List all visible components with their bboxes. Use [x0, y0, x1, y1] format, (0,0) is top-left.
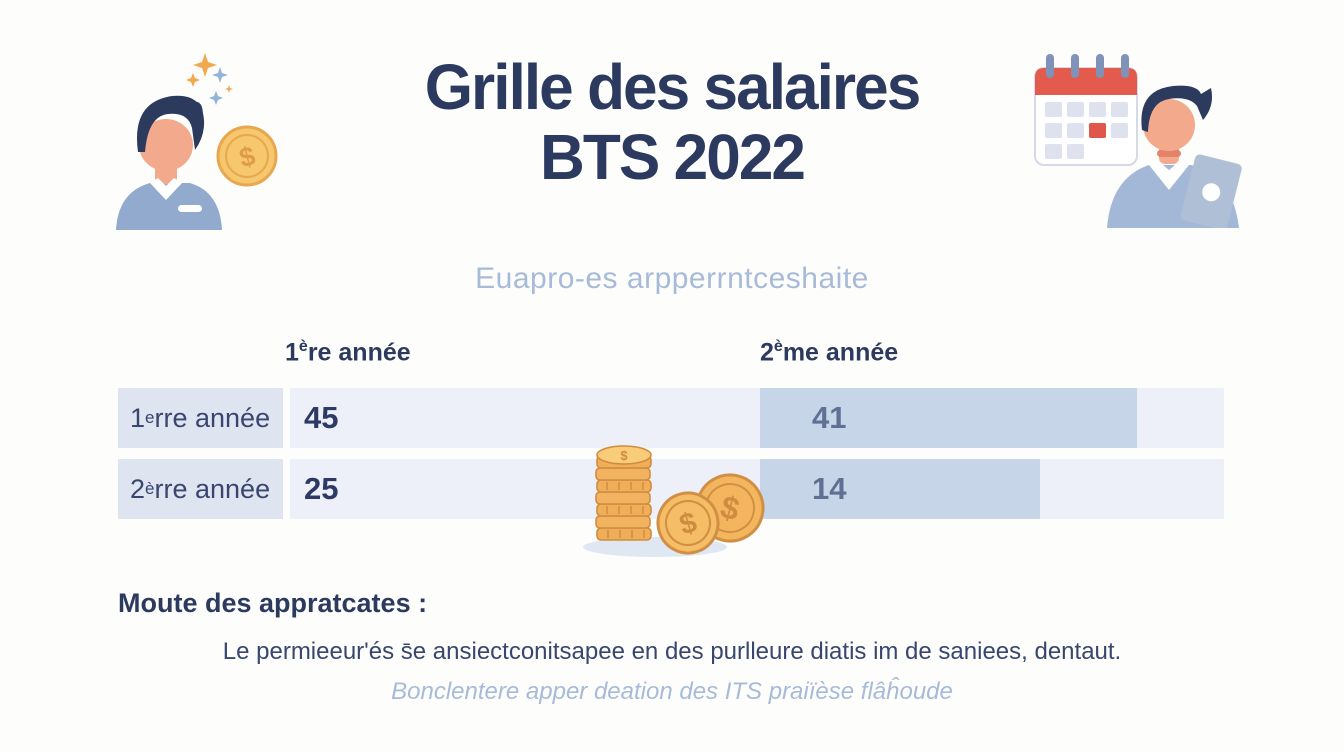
footer-heading: Moute des appratcates : — [118, 588, 428, 618]
column-header-year2: 2ème année — [760, 338, 899, 367]
footer-body-text: Le permieeur'és s̄e ansiectconitsapee en… — [222, 638, 1122, 665]
title-line-2: BTS 2022 — [540, 121, 806, 194]
table-row: 2 è rre année 25 14 — [118, 459, 1224, 519]
bar-track: 25 14 — [290, 459, 1224, 519]
page-title: Grille des salaires BTS 2022 — [0, 52, 1344, 193]
row-value: 25 — [304, 471, 339, 506]
table-row: 1 e rre année 45 41 — [118, 388, 1224, 448]
bar-track: 45 41 — [290, 388, 1224, 448]
footer-note-text: Bonclentere apper deation des ITS praiïè… — [391, 678, 953, 705]
title-line-1: Grille des salaires — [424, 51, 922, 123]
cell-gap — [283, 388, 290, 448]
row-value: 45 — [304, 400, 339, 435]
row-label-year1: 1 e rre année — [118, 388, 283, 448]
page-subtitle: Euapro-es arpperrntceshaite — [475, 262, 869, 295]
row-label-year2: 2 è rre année — [118, 459, 283, 519]
bar-year2: 14 — [760, 459, 1040, 519]
bar-year2: 41 — [760, 388, 1137, 448]
cell-gap — [283, 459, 290, 519]
column-header-year1: 1ère année — [285, 338, 411, 367]
